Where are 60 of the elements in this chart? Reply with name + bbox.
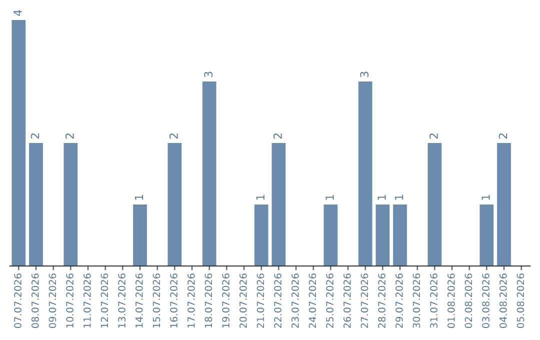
bar [376,204,390,266]
x-tick-label: 19.07.2026 [222,274,230,328]
bar [497,143,511,266]
x-tick-label: 23.07.2026 [291,274,299,328]
data-label: 1 [394,194,404,200]
x-tick-label: 22.07.2026 [274,274,282,328]
x-tick-label: 13.07.2026 [118,274,126,328]
data-label: 3 [204,72,213,78]
x-tick-label: 21.07.2026 [256,274,264,328]
x-tick-label: 12.07.2026 [100,274,108,328]
x-tick-label: 07.07.2026 [14,274,22,328]
x-tick-label: 26.07.2026 [343,274,351,328]
bar [324,204,338,266]
bar [12,20,26,266]
data-label: 2 [273,134,282,139]
data-label: 2 [429,134,438,139]
data-label: 2 [65,134,74,139]
bar [29,143,43,266]
x-tick-label: 31.07.2026 [430,274,438,328]
bar [168,143,182,266]
x-tick-label: 17.07.2026 [187,274,195,328]
bar [358,82,372,266]
bar [272,143,286,266]
data-label: 1 [378,194,386,200]
data-label: 1 [482,194,490,200]
data-label: 2 [498,134,508,139]
x-tick-label: 08.07.2026 [31,274,39,328]
data-label: 2 [30,134,40,139]
bar [64,143,78,266]
bar [254,204,268,266]
data-label: 1 [326,194,334,200]
x-tick-label: 09.07.2026 [48,274,56,328]
x-tick-label: 03.08.2026 [482,274,490,328]
x-tick-label: 14.07.2026 [135,274,143,328]
x-tick-label: 01.08.2026 [447,274,455,328]
data-label: 1 [134,194,144,200]
x-tick-label: 04.08.2026 [499,274,507,328]
x-tick-label: 27.07.2026 [360,274,368,328]
bar [480,204,494,266]
bar [393,204,407,266]
data-label: 2 [169,134,178,139]
x-tick-label: 20.07.2026 [239,274,247,328]
x-tick-label: 30.07.2026 [412,274,420,328]
x-tick-label: 28.07.2026 [378,274,386,328]
x-tick-label: 11.07.2026 [83,274,91,328]
data-label: 4 [14,10,22,16]
x-tick-label: 25.07.2026 [326,274,334,328]
x-tick-label: 15.07.2026 [152,274,160,328]
x-tick-label: 10.07.2026 [66,274,74,328]
data-label: 3 [360,72,369,78]
bar [133,204,147,266]
x-tick-label: 05.08.2026 [516,274,524,328]
x-tick-label: 02.08.2026 [464,274,472,328]
bar [428,143,442,266]
x-tick-label: 18.07.2026 [204,274,212,328]
x-tick-label: 16.07.2026 [170,274,178,328]
bar [202,82,216,266]
x-tick-label: 29.07.2026 [395,274,403,328]
x-tick-label: 24.07.2026 [308,274,316,328]
data-label: 1 [256,194,264,200]
